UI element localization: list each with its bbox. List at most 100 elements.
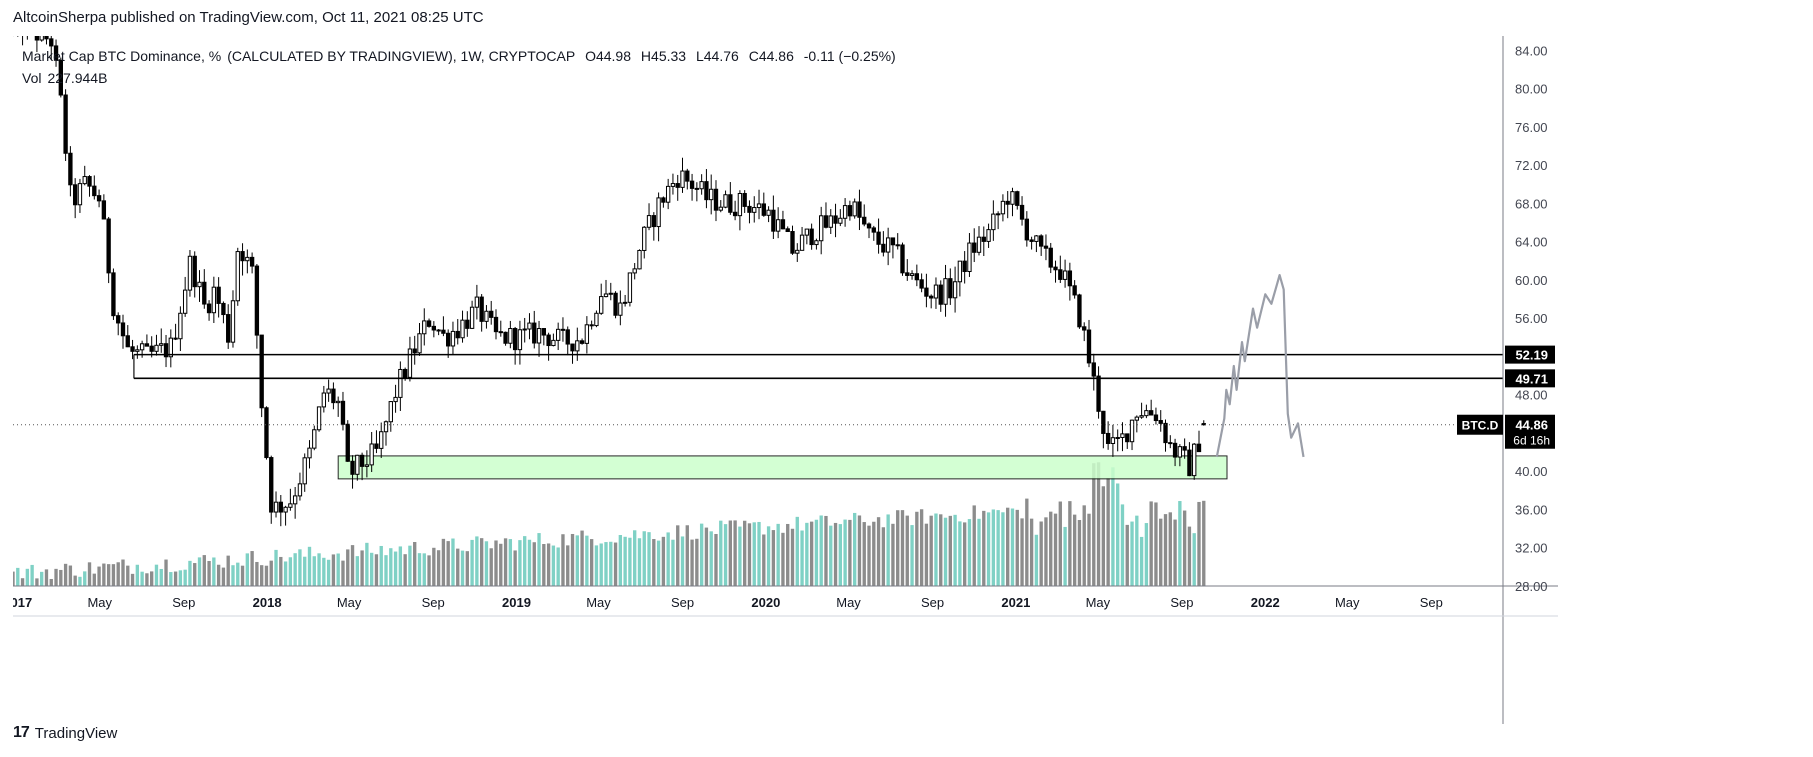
candle-body <box>603 293 609 298</box>
volume-bar <box>762 534 766 586</box>
candle-body <box>173 337 178 340</box>
candle-body <box>331 388 336 404</box>
volume-bar <box>212 557 216 586</box>
projection-path[interactable] <box>1215 274 1305 458</box>
candle-body <box>1091 362 1096 377</box>
candle-body <box>216 286 221 304</box>
volume-bar <box>728 520 733 586</box>
candle-body <box>77 183 83 206</box>
candle-body <box>570 343 575 352</box>
candle-body <box>1101 410 1106 434</box>
volume-bar <box>1125 524 1129 586</box>
candle-body <box>541 328 546 336</box>
candle-body <box>489 310 494 318</box>
candle-body <box>474 296 480 308</box>
candle-body <box>943 278 948 305</box>
candle-body <box>613 292 618 316</box>
volume-bar <box>365 542 369 586</box>
candle-body <box>197 281 202 288</box>
volume-bar <box>312 556 316 586</box>
candle-body <box>670 183 676 187</box>
chart-area[interactable]: 84.00 80.00 76.00 72.00 68.00 64.00 60.00 56.00… <box>3 12 1813 724</box>
candle-body <box>1082 326 1087 331</box>
high-value: H45.33 <box>640 48 687 64</box>
candle-body <box>240 251 245 262</box>
candle-body <box>618 302 623 316</box>
candle-body <box>383 421 389 433</box>
volume-bar <box>207 560 211 586</box>
candle-body <box>350 460 355 475</box>
candle-body <box>819 215 824 242</box>
volume-bar <box>623 536 627 586</box>
candle-body <box>795 249 800 254</box>
candle-body <box>326 388 331 394</box>
candle-body <box>249 256 255 267</box>
candle-body <box>168 337 173 358</box>
volume-bar <box>695 538 699 586</box>
volume-bar <box>460 550 465 586</box>
volume-bar <box>489 548 493 586</box>
candle-body <box>345 423 350 462</box>
candle-body <box>885 237 891 253</box>
volume-bar <box>240 565 245 586</box>
volume-bar <box>78 576 82 586</box>
candle-body <box>264 407 269 459</box>
volume-bar <box>1187 526 1192 586</box>
volume-bar <box>188 560 192 586</box>
volume-bar <box>231 565 235 586</box>
candle-body <box>398 368 403 398</box>
volume-bar <box>83 571 87 586</box>
candle-body <box>1086 329 1092 364</box>
candle-body <box>924 287 929 297</box>
volume-bar <box>513 550 517 586</box>
candle-body <box>63 94 68 154</box>
candle-body <box>436 329 441 332</box>
candle-body <box>116 315 121 324</box>
volume-bar <box>40 571 44 586</box>
candle-body <box>747 205 752 213</box>
candle-body <box>135 349 140 352</box>
volume-bar <box>475 536 479 586</box>
volume-bar <box>427 555 431 586</box>
candle-body <box>1010 191 1015 205</box>
volume-bar <box>1111 467 1115 586</box>
volume-bar <box>456 548 460 586</box>
volume-bar <box>924 523 929 586</box>
volume-bar <box>929 515 933 586</box>
candle-body <box>68 152 73 186</box>
support-zone-rect[interactable] <box>337 455 1228 480</box>
candle-body <box>393 396 398 403</box>
volume-bar <box>350 545 355 586</box>
volume-bar <box>843 519 847 586</box>
candle-body <box>565 329 570 345</box>
symbol-badge-label: BTC.D <box>1462 419 1499 433</box>
candle-body <box>948 278 953 299</box>
candle-body <box>254 265 260 336</box>
volume-bar <box>1077 520 1082 586</box>
volume-bar <box>1082 505 1086 586</box>
volume-bar <box>68 565 73 586</box>
symbol-title[interactable]: Market Cap BTC Dominance, % <box>22 48 222 64</box>
volume-bar <box>49 578 53 586</box>
candle-body <box>675 183 680 188</box>
volume-bar <box>126 565 130 586</box>
volume-bar <box>542 544 546 586</box>
candle-body <box>283 506 288 513</box>
price-chart[interactable]: 84.00 80.00 76.00 72.00 68.00 64.00 60.00 56.00… <box>3 12 1813 724</box>
volume-bar <box>11 571 15 586</box>
candle-body <box>374 443 379 449</box>
volume-bar <box>369 552 374 586</box>
volume-bar <box>331 554 336 586</box>
volume-bar <box>245 553 250 586</box>
candle-body <box>1172 442 1178 458</box>
volume-bar <box>102 563 106 586</box>
candle-body <box>962 260 967 273</box>
candle-body <box>34 25 40 41</box>
candle-body <box>694 187 700 190</box>
candle-body <box>1187 449 1192 477</box>
volume-bar <box>508 539 513 586</box>
volume-label[interactable]: Vol <box>22 70 42 86</box>
brand-name: TradingView <box>34 724 118 742</box>
volume-bar <box>63 563 68 586</box>
candle-body <box>785 228 790 233</box>
